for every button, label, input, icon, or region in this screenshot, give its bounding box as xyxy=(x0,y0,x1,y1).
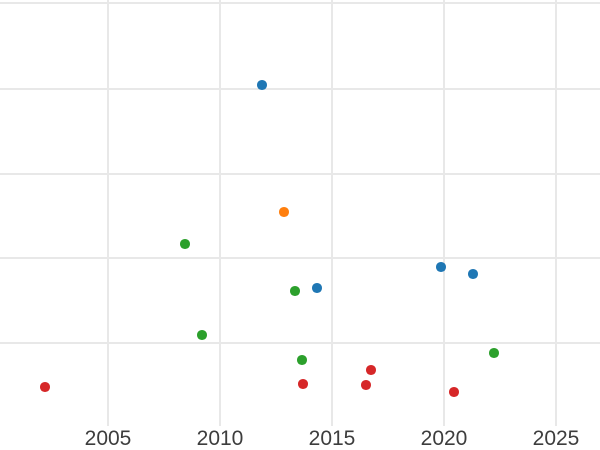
v-gridline xyxy=(219,0,221,426)
h-gridline xyxy=(0,257,600,259)
scatter-point-blue xyxy=(468,269,478,279)
v-gridline xyxy=(443,0,445,426)
h-gridline xyxy=(0,2,600,4)
x-axis: 2005 2010 2015 2020 2025 xyxy=(0,426,600,450)
scatter-point-green xyxy=(297,355,307,365)
x-tick-label: 2010 xyxy=(196,427,244,450)
scatter-point-green xyxy=(197,330,207,340)
x-tick-label: 2015 xyxy=(308,427,356,450)
scatter-point-green xyxy=(489,348,499,358)
v-gridline xyxy=(107,0,109,426)
scatter-point-green xyxy=(290,286,300,296)
scatter-point-green xyxy=(180,239,190,249)
scatter-point-red xyxy=(361,380,371,390)
scatter-point-orange xyxy=(279,207,289,217)
scatter-point-blue xyxy=(257,80,267,90)
scatter-point-red xyxy=(449,387,459,397)
scatter-point-blue xyxy=(312,283,322,293)
h-gridline xyxy=(0,341,600,344)
x-tick-label: 2025 xyxy=(532,427,580,450)
x-tick-label: 2005 xyxy=(84,427,132,450)
scatter-point-red xyxy=(298,379,308,389)
h-gridline xyxy=(0,172,600,175)
plot-area xyxy=(0,0,600,426)
scatter-point-red xyxy=(366,365,376,375)
h-gridline xyxy=(0,88,600,90)
v-gridline xyxy=(331,0,333,426)
v-gridline xyxy=(555,0,557,426)
scatter-point-blue xyxy=(436,262,446,272)
x-tick-label: 2020 xyxy=(420,427,468,450)
scatter-point-red xyxy=(40,382,50,392)
